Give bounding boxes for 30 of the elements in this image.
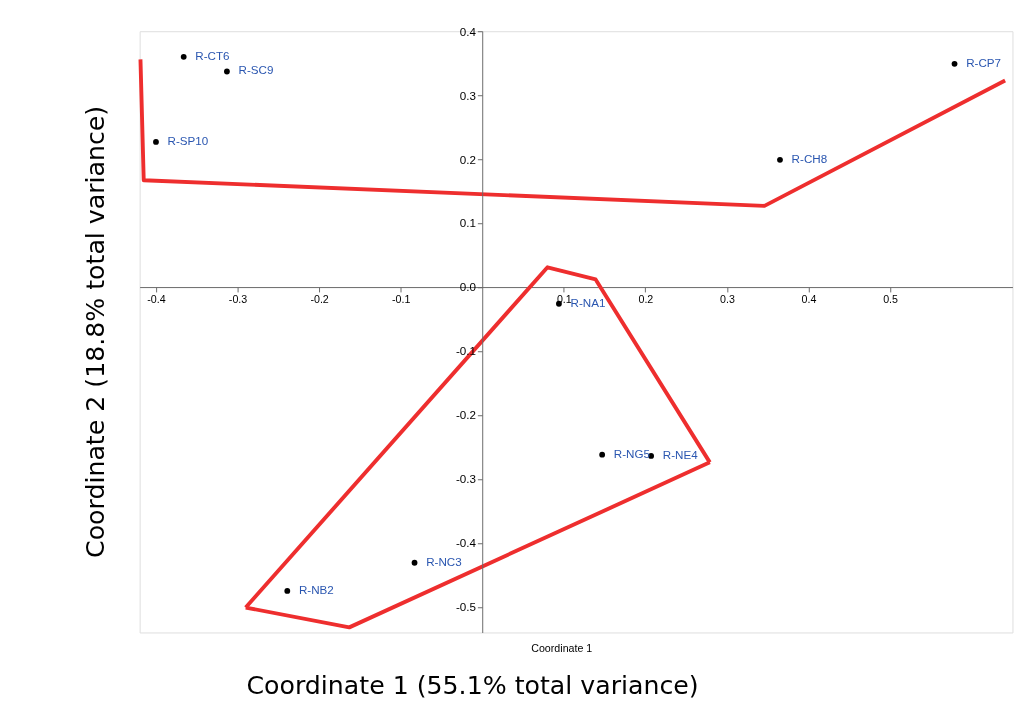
x-tick-label: -0.4	[147, 293, 166, 306]
y-tick-label: 0.3	[459, 88, 476, 102]
x-tick-label: -0.1	[391, 293, 411, 306]
y-tick-label: 0.0	[459, 280, 477, 294]
data-label: R-CT6	[195, 48, 230, 62]
y-tick-label: -0.5	[455, 600, 476, 614]
data-label: R-NB2	[298, 582, 334, 596]
x-tick-label: 0.4	[801, 293, 817, 306]
data-label: R-CP7	[966, 55, 1002, 69]
x-tick-label: 0.3	[720, 293, 735, 306]
y-tick-label: -0.2	[455, 408, 476, 422]
data-label: R-SC9	[238, 63, 274, 77]
x-tick-label: -0.3	[228, 293, 248, 306]
text: Coordinate 1	[531, 641, 593, 654]
y-tick-label: 0.1	[459, 216, 476, 230]
y-tick-label: 0.4	[459, 24, 477, 38]
y-tick-label: -0.4	[455, 536, 477, 550]
x-tick-label: 0.2	[638, 293, 654, 306]
y-axis-title: Coordinate 2 (18.8% total variance)	[80, 105, 110, 558]
data-label: R-NC3	[426, 554, 462, 568]
x-tick-label: 0.5	[883, 293, 899, 306]
y-tick-label: -0.3	[455, 472, 476, 486]
data-label: R-SP10	[167, 133, 209, 147]
data-label: R-NG5	[613, 446, 650, 460]
data-label: R-NE4	[662, 447, 699, 461]
x-tick-label: -0.2	[310, 293, 329, 306]
x-axis-title: Coordinate 1 (55.1% total variance)	[246, 670, 699, 700]
data-label: R-NA1	[570, 295, 606, 309]
data-label: R-CH8	[791, 151, 828, 165]
y-tick-label: 0.2	[459, 152, 476, 166]
